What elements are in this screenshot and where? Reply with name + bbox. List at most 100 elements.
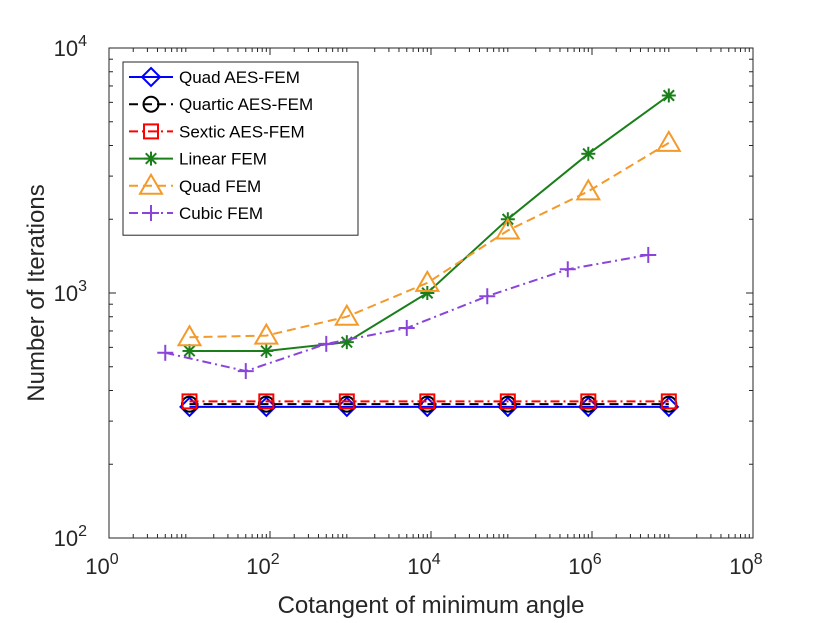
data-point-quad-fem — [253, 322, 280, 345]
legend-entry-cubic-fem: Cubic FEM — [129, 204, 263, 223]
series-quad-fem — [176, 129, 682, 347]
x-tick-label: 102 — [246, 551, 279, 579]
x-tick-label-exponent: 4 — [432, 551, 441, 568]
circle-marker-shape — [142, 95, 160, 113]
legend-label: Quad FEM — [179, 177, 261, 196]
data-point-cubic-fem — [157, 344, 174, 361]
legend-marker — [143, 123, 159, 140]
square-marker-shape — [580, 393, 597, 410]
data-point-linear-fem — [339, 335, 354, 350]
diamond-marker-shape — [140, 66, 162, 88]
y-tick-label-exponent: 3 — [78, 278, 87, 295]
square-marker-shape — [499, 393, 516, 410]
y-axis-title: Number of Iterations — [23, 184, 50, 401]
legend-label: Linear FEM — [179, 150, 267, 169]
triangle-marker-shape — [334, 303, 360, 326]
data-point-quad-fem — [656, 129, 682, 152]
square-marker-shape — [181, 393, 198, 410]
legend: Quad AES-FEM Quartic AES-FEM Sextic AES-FE… — [122, 61, 359, 236]
data-point-linear-fem — [182, 343, 197, 358]
data-point-sextic-aes-fem — [338, 393, 355, 410]
y-tick-label-exponent: 2 — [78, 523, 87, 540]
data-point-cubic-fem — [640, 246, 657, 263]
legend-marker — [140, 66, 162, 88]
y-tick-label-base: 10 — [54, 526, 78, 551]
data-point-cubic-fem — [398, 319, 415, 336]
legend-marker — [138, 172, 164, 195]
y-tick-label: 102 — [54, 523, 87, 551]
data-point-sextic-aes-fem — [580, 393, 597, 410]
square-marker-shape — [143, 123, 159, 140]
y-tick-label-exponent: 4 — [78, 33, 87, 50]
legend-entry-quad-fem: Quad FEM — [129, 172, 261, 196]
x-tick-label: 100 — [85, 551, 118, 579]
data-point-quad-fem — [495, 217, 521, 240]
legend-marker — [144, 151, 158, 166]
asterisk-marker-stroke — [183, 345, 196, 357]
legend-label: Quad AES-FEM — [179, 68, 300, 87]
y-tick-label: 103 — [54, 278, 87, 306]
square-marker-shape — [419, 393, 436, 410]
data-point-cubic-fem — [479, 288, 496, 305]
data-point-quad-fem — [414, 269, 441, 292]
x-tick-label-base: 10 — [407, 554, 431, 579]
triangle-marker-shape — [138, 172, 164, 195]
legend-marker — [143, 205, 159, 221]
data-point-sextic-aes-fem — [258, 393, 275, 410]
x-tick-label-exponent: 2 — [271, 551, 280, 568]
data-point-sextic-aes-fem — [660, 393, 677, 410]
data-point-sextic-aes-fem — [181, 393, 198, 410]
data-point-cubic-fem — [559, 261, 576, 278]
legend-marker — [142, 95, 160, 113]
x-tick-label-base: 10 — [568, 554, 592, 579]
legend-label: Sextic AES-FEM — [179, 122, 305, 141]
data-point-linear-fem — [420, 286, 435, 300]
triangle-marker-shape — [176, 324, 203, 347]
y-tick-label: 104 — [54, 33, 87, 61]
data-point-quad-fem — [575, 178, 602, 201]
data-point-cubic-fem — [237, 363, 254, 380]
y-tick-label-base: 10 — [54, 36, 78, 61]
asterisk-marker-stroke — [260, 345, 273, 357]
triangle-marker-shape — [656, 129, 682, 152]
triangle-marker-shape — [575, 178, 602, 201]
x-tick-label-base: 10 — [729, 554, 753, 579]
triangle-marker-shape — [253, 322, 280, 345]
x-tick-label-base: 10 — [85, 554, 109, 579]
data-point-quad-fem — [334, 303, 360, 326]
legend-entry-quad-aes-fem: Quad AES-FEM — [129, 66, 300, 88]
legend-label: Cubic FEM — [179, 204, 263, 223]
triangle-marker-shape — [495, 217, 521, 240]
asterisk-marker-stroke — [145, 152, 157, 165]
legend-label: Quartic AES-FEM — [179, 95, 313, 114]
data-point-sextic-aes-fem — [499, 393, 516, 410]
legend-entry-quartic-aes-fem: Quartic AES-FEM — [129, 95, 313, 114]
x-tick-label-base: 10 — [246, 554, 270, 579]
legend-entry-linear-fem: Linear FEM — [129, 150, 267, 169]
data-point-linear-fem — [581, 146, 596, 161]
x-axis-title: Cotangent of minimum angle — [278, 592, 585, 619]
x-tick-label: 104 — [407, 551, 440, 579]
asterisk-marker-stroke — [662, 89, 675, 102]
triangle-marker-shape — [414, 269, 441, 292]
axes-layer — [108, 47, 754, 539]
data-point-linear-fem — [661, 88, 676, 103]
legend-entry-sextic-aes-fem: Sextic AES-FEM — [129, 122, 305, 141]
x-tick-label: 108 — [729, 551, 762, 579]
data-point-cubic-fem — [318, 335, 335, 352]
x-tick-label: 106 — [568, 551, 601, 579]
x-tick-label-exponent: 6 — [593, 551, 602, 568]
asterisk-marker-stroke — [582, 147, 595, 160]
series-line-quad-fem — [189, 142, 670, 339]
series-cubic-fem — [157, 246, 657, 380]
series-sextic-aes-fem — [181, 393, 677, 410]
data-point-quad-fem — [176, 324, 203, 347]
x-tick-label-exponent: 8 — [754, 551, 763, 568]
series-linear-fem — [182, 88, 676, 358]
asterisk-marker-stroke — [421, 287, 434, 299]
data-point-sextic-aes-fem — [419, 393, 436, 410]
square-marker-shape — [660, 393, 677, 410]
y-tick-label-base: 10 — [54, 281, 78, 306]
